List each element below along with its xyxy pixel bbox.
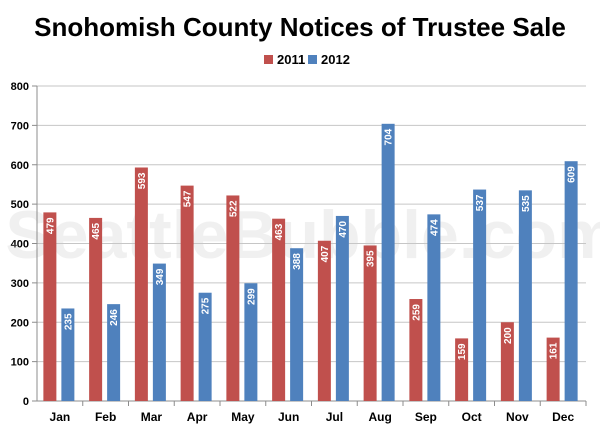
bar-2012-mar: [152, 263, 166, 401]
x-tick-label-aug: Aug: [368, 410, 391, 424]
bar-2011-apr: [180, 185, 194, 401]
bar-2012-dec: [564, 161, 578, 401]
data-label-2012-feb: 246: [109, 309, 120, 326]
data-label-2011-may: 522: [228, 200, 239, 217]
x-tick-label-mar: Mar: [141, 410, 163, 424]
data-label-2011-jan: 479: [45, 217, 56, 234]
y-tick-label-300: 300: [11, 278, 29, 290]
bar-2011-oct: [455, 338, 469, 401]
data-label-2012-may: 299: [246, 288, 257, 305]
bar-2011-nov: [500, 322, 514, 401]
y-tick-label-0: 0: [23, 396, 29, 408]
x-tick-label-nov: Nov: [506, 410, 529, 424]
bar-2012-apr: [198, 292, 212, 401]
x-tick-label-feb: Feb: [95, 410, 116, 424]
bar-2011-jan: [43, 212, 57, 401]
data-label-2012-dec: 609: [567, 166, 578, 183]
data-label-2011-dec: 161: [549, 342, 560, 359]
data-label-2012-sep: 474: [429, 219, 440, 236]
data-label-2012-jan: 235: [63, 313, 74, 330]
y-tick-label-600: 600: [11, 160, 29, 172]
y-tick-label-500: 500: [11, 199, 29, 211]
data-label-2011-aug: 395: [366, 250, 377, 267]
bar-2012-feb: [107, 304, 121, 401]
x-tick-label-jul: Jul: [326, 410, 343, 424]
data-label-2012-jun: 388: [292, 253, 303, 270]
bar-2012-jul: [335, 215, 349, 401]
data-label-2011-apr: 547: [183, 190, 194, 207]
bar-2012-sep: [427, 214, 441, 401]
x-tick-label-sep: Sep: [415, 410, 437, 424]
data-label-2012-nov: 535: [521, 195, 532, 212]
data-label-2011-jul: 407: [320, 245, 331, 262]
bar-2011-jul: [317, 240, 331, 401]
bar-2011-dec: [546, 337, 560, 401]
plot-area: 0100200300400500600700800SeattleBubble.c…: [5, 81, 600, 424]
data-label-2011-sep: 259: [411, 304, 422, 321]
x-tick-label-oct: Oct: [462, 410, 482, 424]
legend-label-2011: 2011: [277, 52, 305, 67]
x-tick-label-jun: Jun: [278, 410, 299, 424]
bar-2012-jan: [61, 308, 75, 401]
y-tick-label-200: 200: [11, 317, 29, 329]
y-tick-label-800: 800: [11, 81, 29, 93]
bar-2011-sep: [409, 299, 423, 401]
data-label-2012-jul: 470: [338, 221, 349, 238]
data-label-2012-mar: 349: [155, 268, 166, 285]
y-tick-label-700: 700: [11, 120, 29, 132]
data-label-2011-mar: 593: [137, 172, 148, 189]
bar-2012-nov: [518, 190, 532, 401]
bar-2012-aug: [381, 123, 395, 402]
bar-2011-may: [226, 195, 240, 401]
data-label-2011-jun: 463: [274, 223, 285, 240]
data-label-2011-oct: 159: [457, 343, 468, 360]
bar-2011-mar: [134, 167, 148, 401]
data-label-2011-feb: 465: [91, 222, 102, 239]
data-label-2011-nov: 200: [503, 327, 514, 344]
legend-swatch-2012: [308, 55, 317, 64]
y-tick-label-400: 400: [11, 239, 29, 251]
data-label-2012-aug: 704: [384, 128, 395, 145]
legend: 2011 2012: [264, 52, 350, 67]
bar-2012-jun: [290, 248, 304, 401]
bar-2011-aug: [363, 245, 377, 401]
x-tick-label-may: May: [231, 410, 255, 424]
bar-2012-may: [244, 283, 258, 401]
x-tick-label-apr: Apr: [187, 410, 208, 424]
data-label-2012-oct: 537: [475, 194, 486, 211]
y-tick-label-100: 100: [11, 357, 29, 369]
bar-2011-jun: [272, 218, 286, 401]
x-tick-label-jan: Jan: [50, 410, 71, 424]
legend-label-2012: 2012: [321, 52, 350, 67]
bar-2011-feb: [89, 217, 103, 401]
chart-title: Snohomish County Notices of Trustee Sale: [34, 12, 566, 42]
x-tick-label-dec: Dec: [552, 410, 574, 424]
data-label-2012-apr: 275: [201, 297, 212, 314]
bar-2012-oct: [473, 189, 487, 401]
legend-swatch-2011: [264, 55, 273, 64]
